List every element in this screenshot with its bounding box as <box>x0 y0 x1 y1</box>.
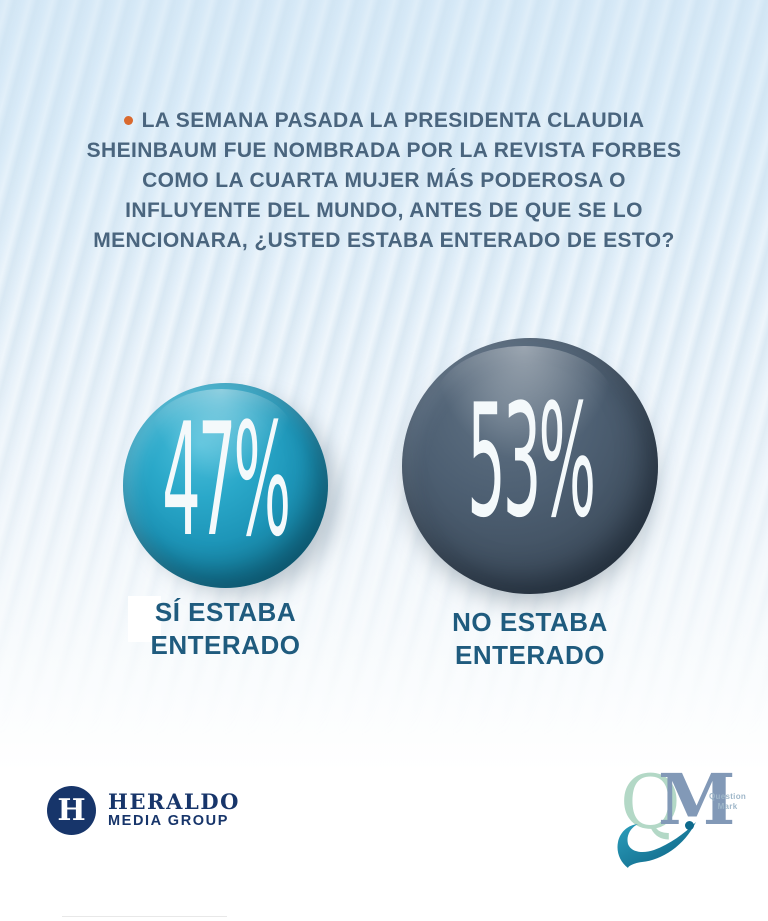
qm-letter-m: M <box>658 758 736 841</box>
question-line: SHEINBAUM FUE NOMBRADA POR LA REVISTA FO… <box>86 139 682 162</box>
qm-caption: Question Mark <box>709 792 746 812</box>
question-line: INFLUYENTE DEL MUNDO, ANTES DE QUE SE LO <box>125 199 643 222</box>
label-line: SÍ ESTABA <box>154 597 297 627</box>
bubble-yes: 47% <box>123 383 328 588</box>
label-line: ENTERADO <box>150 630 301 660</box>
question-line: LA SEMANA PASADA LA PRESIDENTA CLAUDIA <box>64 106 704 136</box>
poll-question: LA SEMANA PASADA LA PRESIDENTA CLAUDIA S… <box>64 106 704 256</box>
question-line: COMO LA CUARTA MUJER MÁS PODEROSA O <box>142 169 626 192</box>
bubble-no-label: NO ESTABA ENTERADO <box>402 606 658 672</box>
bubble-no-value: 53% <box>466 371 596 553</box>
question-line: MENCIONARA, ¿USTED ESTABA ENTERADO DE ES… <box>93 229 675 252</box>
qm-swoosh-icon <box>617 822 696 868</box>
bubble-no: 53% <box>402 338 658 594</box>
heraldo-logo: H HERALDO MEDIA GROUP <box>47 786 240 835</box>
heraldo-name: HERALDO <box>108 789 241 814</box>
heraldo-subtitle: MEDIA GROUP <box>108 813 229 829</box>
qm-caption-line: Mark <box>717 802 738 811</box>
heraldo-wordmark: HERALDO MEDIA GROUP <box>108 791 240 830</box>
label-line: ENTERADO <box>455 640 605 670</box>
question-mark-logo: Q M Question Mark <box>612 758 762 873</box>
heraldo-monogram-letter: H <box>57 792 86 828</box>
heraldo-monogram-icon: H <box>47 786 96 835</box>
bullet-icon <box>123 116 133 125</box>
label-line: NO ESTABA <box>452 607 608 637</box>
footer-divider-line <box>62 916 227 917</box>
white-chip-decoration <box>128 596 161 642</box>
question-line-text: LA SEMANA PASADA LA PRESIDENTA CLAUDIA <box>141 109 645 132</box>
bubble-yes-label: SÍ ESTABA ENTERADO <box>123 596 328 662</box>
bubble-yes-value: 47% <box>162 391 291 572</box>
qm-caption-line: Question <box>709 792 747 801</box>
qm-dot-icon <box>685 821 694 830</box>
